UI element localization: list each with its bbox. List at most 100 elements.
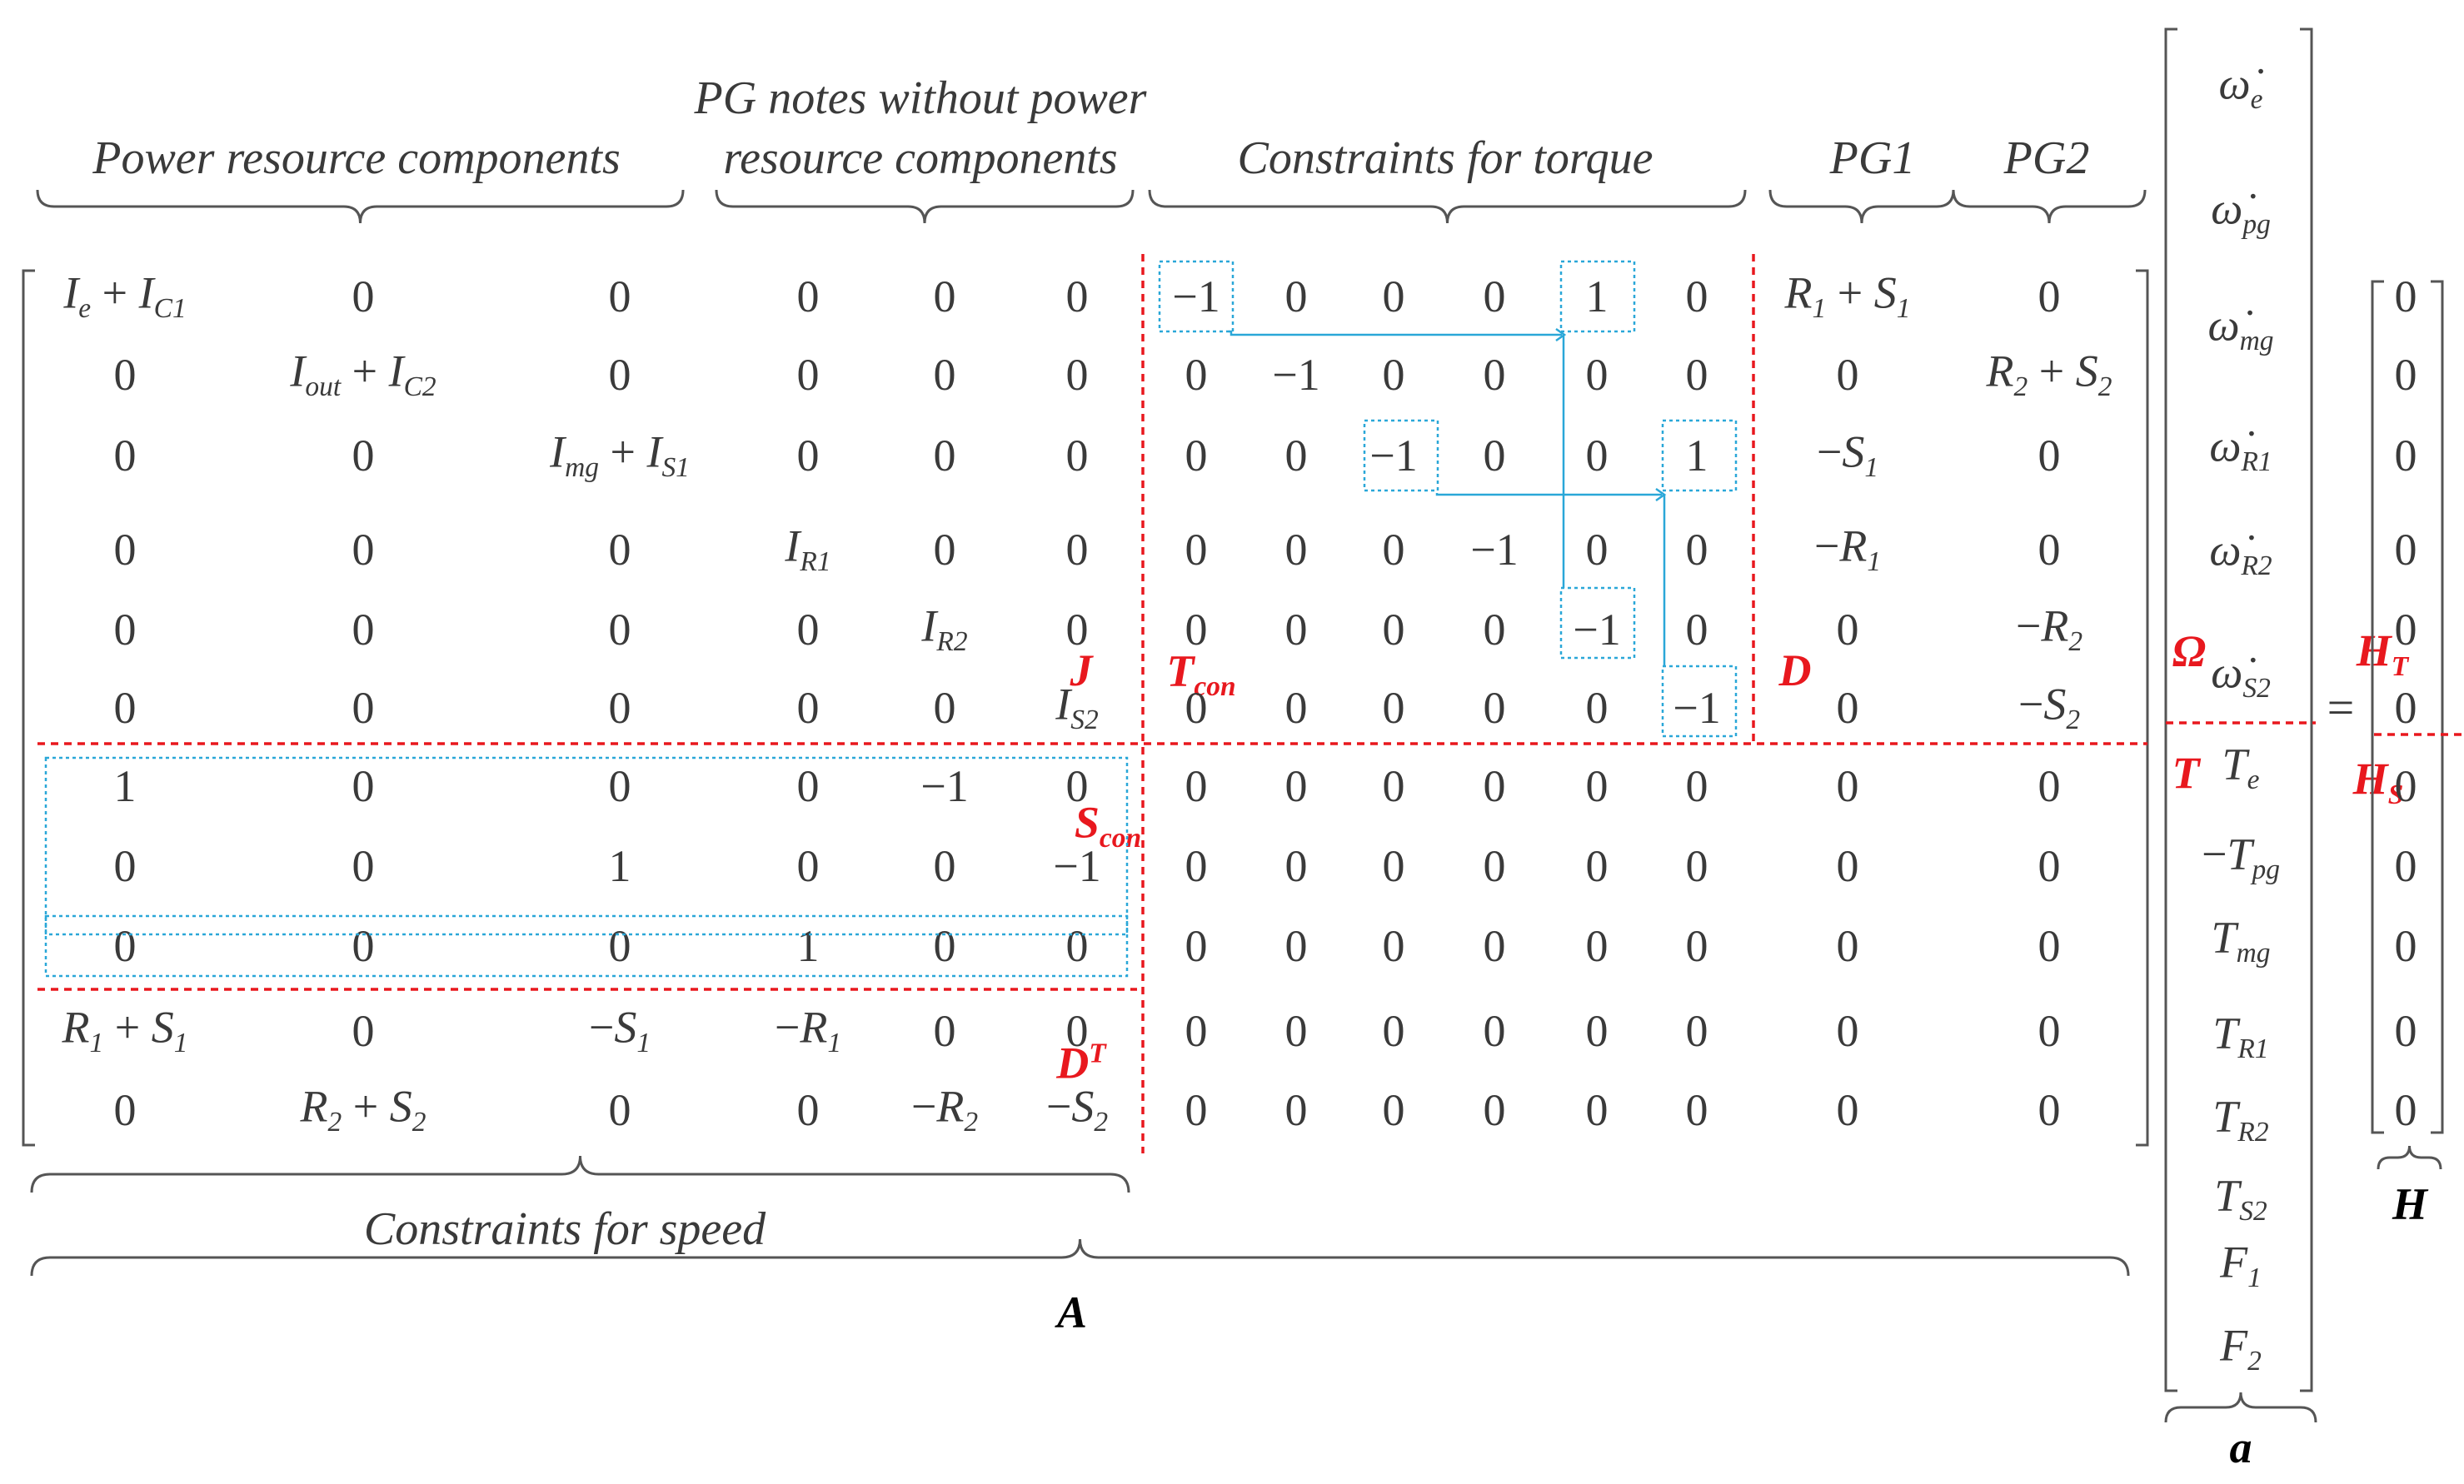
vector-h-entry-6: 0 — [2394, 683, 2417, 733]
bracket-a-left — [22, 269, 35, 1147]
matrix-a-cell-r4-c10: −1 — [1470, 525, 1519, 575]
matrix-a-cell-r10-c8: 0 — [1284, 1006, 1308, 1056]
vector-a-entry-13: F1 — [2220, 1237, 2262, 1294]
matrix-a-cell-r2-c3: 0 — [608, 350, 631, 400]
vector-h-entry-3: 0 — [2394, 431, 2417, 481]
box-r3-c12 — [1661, 419, 1738, 492]
box-speed-row-3 — [44, 914, 1129, 978]
vector-a-entry-7: Te — [2222, 739, 2260, 796]
block-label-scon: Scon — [1074, 797, 1142, 854]
matrix-a-cell-r11-c11: 0 — [1585, 1085, 1609, 1135]
matrix-a-cell-r11-c7: 0 — [1185, 1085, 1208, 1135]
matrix-a-cell-r6-c2: 0 — [352, 683, 375, 733]
matrix-a-cell-r9-c1: 0 — [113, 921, 137, 971]
vector-a-entry-14: F2 — [2220, 1320, 2262, 1377]
matrix-a-cell-r10-c2: 0 — [352, 1006, 375, 1056]
matrix-a-cell-r7-c4: 0 — [796, 761, 820, 811]
label-pg-notes-line1: PG notes without power — [694, 72, 1147, 124]
matrix-a-cell-r9-c3: 0 — [608, 921, 631, 971]
matrix-a-cell-r3-c10: 0 — [1483, 431, 1506, 481]
vector-a-entry-11: TR2 — [2212, 1091, 2269, 1148]
matrix-a-cell-r6-c1: 0 — [113, 683, 137, 733]
brace-power-resource — [36, 189, 685, 224]
vector-h-entry-9: 0 — [2394, 921, 2417, 971]
matrix-a-cell-r7-c9: 0 — [1382, 761, 1405, 811]
connector-c7-to-c11 — [1229, 330, 1562, 336]
matrix-a-cell-r5-c3: 0 — [608, 605, 631, 655]
matrix-a-cell-r4-c3: 0 — [608, 525, 631, 575]
bracket-vec-a-left — [2164, 27, 2177, 1392]
matrix-a-cell-r9-c11: 0 — [1585, 921, 1609, 971]
brace-pg-notes — [715, 189, 1135, 224]
matrix-a-cell-r7-c13: 0 — [1836, 761, 1859, 811]
matrix-a-cell-r8-c9: 0 — [1382, 841, 1405, 891]
matrix-a-cell-r10-c14: 0 — [2038, 1006, 2061, 1056]
matrix-a-cell-r7-c10: 0 — [1483, 761, 1506, 811]
matrix-a-cell-r3-c3: Img + IS1 — [550, 426, 690, 484]
matrix-a-cell-r7-c3: 0 — [608, 761, 631, 811]
label-speed: Constraints for speed — [363, 1203, 766, 1255]
matrix-a-cell-r4-c11: 0 — [1585, 525, 1609, 575]
matrix-a-cell-r1-c3: 0 — [608, 271, 631, 321]
bracket-vec-h-right — [2431, 280, 2444, 1134]
matrix-a-cell-r10-c1: R1 + S1 — [62, 1002, 188, 1059]
matrix-a-cell-r5-c2: 0 — [352, 605, 375, 655]
matrix-a-cell-r8-c2: 0 — [352, 841, 375, 891]
matrix-a-cell-r3-c6: 0 — [1065, 431, 1089, 481]
label-power-resource: Power resource components — [92, 132, 621, 184]
vector-a-entry-12: TS2 — [2214, 1170, 2267, 1228]
matrix-a-cell-r10-c6: 0 — [1065, 1006, 1089, 1056]
label-pg1: PG1 — [1829, 132, 1916, 184]
matrix-a-cell-r3-c5: 0 — [933, 431, 956, 481]
matrix-a-cell-r6-c10: 0 — [1483, 683, 1506, 733]
matrix-a-cell-r1-c2: 0 — [352, 271, 375, 321]
matrix-a-cell-r11-c12: 0 — [1685, 1085, 1708, 1135]
matrix-a-cell-r9-c2: 0 — [352, 921, 375, 971]
vector-a-entry-6: ω̇S2 — [2211, 647, 2271, 705]
matrix-a-cell-r8-c3: 1 — [608, 841, 631, 891]
matrix-a-cell-r9-c12: 0 — [1685, 921, 1708, 971]
box-r5-c11 — [1559, 586, 1636, 660]
matrix-a-cell-r11-c14: 0 — [2038, 1085, 2061, 1135]
block-label-tcon: Tcon — [1166, 645, 1236, 703]
matrix-a-cell-r1-c1: Ie + IC1 — [63, 267, 187, 325]
matrix-a-cell-r4-c7: 0 — [1185, 525, 1208, 575]
matrix-a-cell-r1-c12: 0 — [1685, 271, 1708, 321]
label-torque: Constraints for torque — [1237, 132, 1653, 184]
matrix-a-cell-r8-c7: 0 — [1185, 841, 1208, 891]
matrix-a-cell-r7-c11: 0 — [1585, 761, 1609, 811]
matrix-a-cell-r6-c5: 0 — [933, 683, 956, 733]
matrix-a-cell-r1-c11: 1 — [1585, 271, 1609, 321]
matrix-a-cell-r2-c14: R2 + S2 — [1986, 346, 2112, 403]
box-r1-c7 — [1158, 260, 1234, 333]
matrix-a-cell-r1-c8: 0 — [1284, 271, 1308, 321]
matrix-a-cell-r8-c8: 0 — [1284, 841, 1308, 891]
matrix-a-cell-r5-c12: 0 — [1685, 605, 1708, 655]
matrix-a-cell-r2-c1: 0 — [113, 350, 137, 400]
matrix-a-cell-r1-c10: 0 — [1483, 271, 1506, 321]
box-speed-rows-1 — [44, 756, 1129, 936]
block-label-t: T — [2172, 748, 2200, 798]
matrix-a-cell-r9-c14: 0 — [2038, 921, 2061, 971]
matrix-a-cell-r9-c8: 0 — [1284, 921, 1308, 971]
matrix-a-cell-r4-c4: IR1 — [785, 520, 831, 578]
matrix-a-cell-r7-c12: 0 — [1685, 761, 1708, 811]
matrix-a-cell-r10-c9: 0 — [1382, 1006, 1405, 1056]
matrix-a-cell-r3-c1: 0 — [113, 431, 137, 481]
vector-a-entry-1: ω̇e — [2218, 58, 2263, 116]
brace-vector-h — [2377, 1145, 2442, 1170]
vector-a-entry-10: TR1 — [2212, 1008, 2269, 1065]
block-label-dt: DT — [1056, 1038, 1106, 1088]
matrix-a-cell-r2-c11: 0 — [1585, 350, 1609, 400]
matrix-a-cell-r8-c11: 0 — [1585, 841, 1609, 891]
matrix-a-cell-r9-c5: 0 — [933, 921, 956, 971]
vector-a-entry-2: ω̇pg — [2211, 183, 2271, 241]
matrix-a-cell-r6-c6: IS2 — [1055, 679, 1099, 736]
vector-h-entry-8: 0 — [2394, 841, 2417, 891]
matrix-a-cell-r1-c5: 0 — [933, 271, 956, 321]
vector-h-entry-1: 0 — [2394, 271, 2417, 321]
matrix-a-cell-r8-c6: −1 — [1053, 841, 1101, 891]
vector-h-entry-2: 0 — [2394, 350, 2417, 400]
matrix-a-cell-r8-c14: 0 — [2038, 841, 2061, 891]
